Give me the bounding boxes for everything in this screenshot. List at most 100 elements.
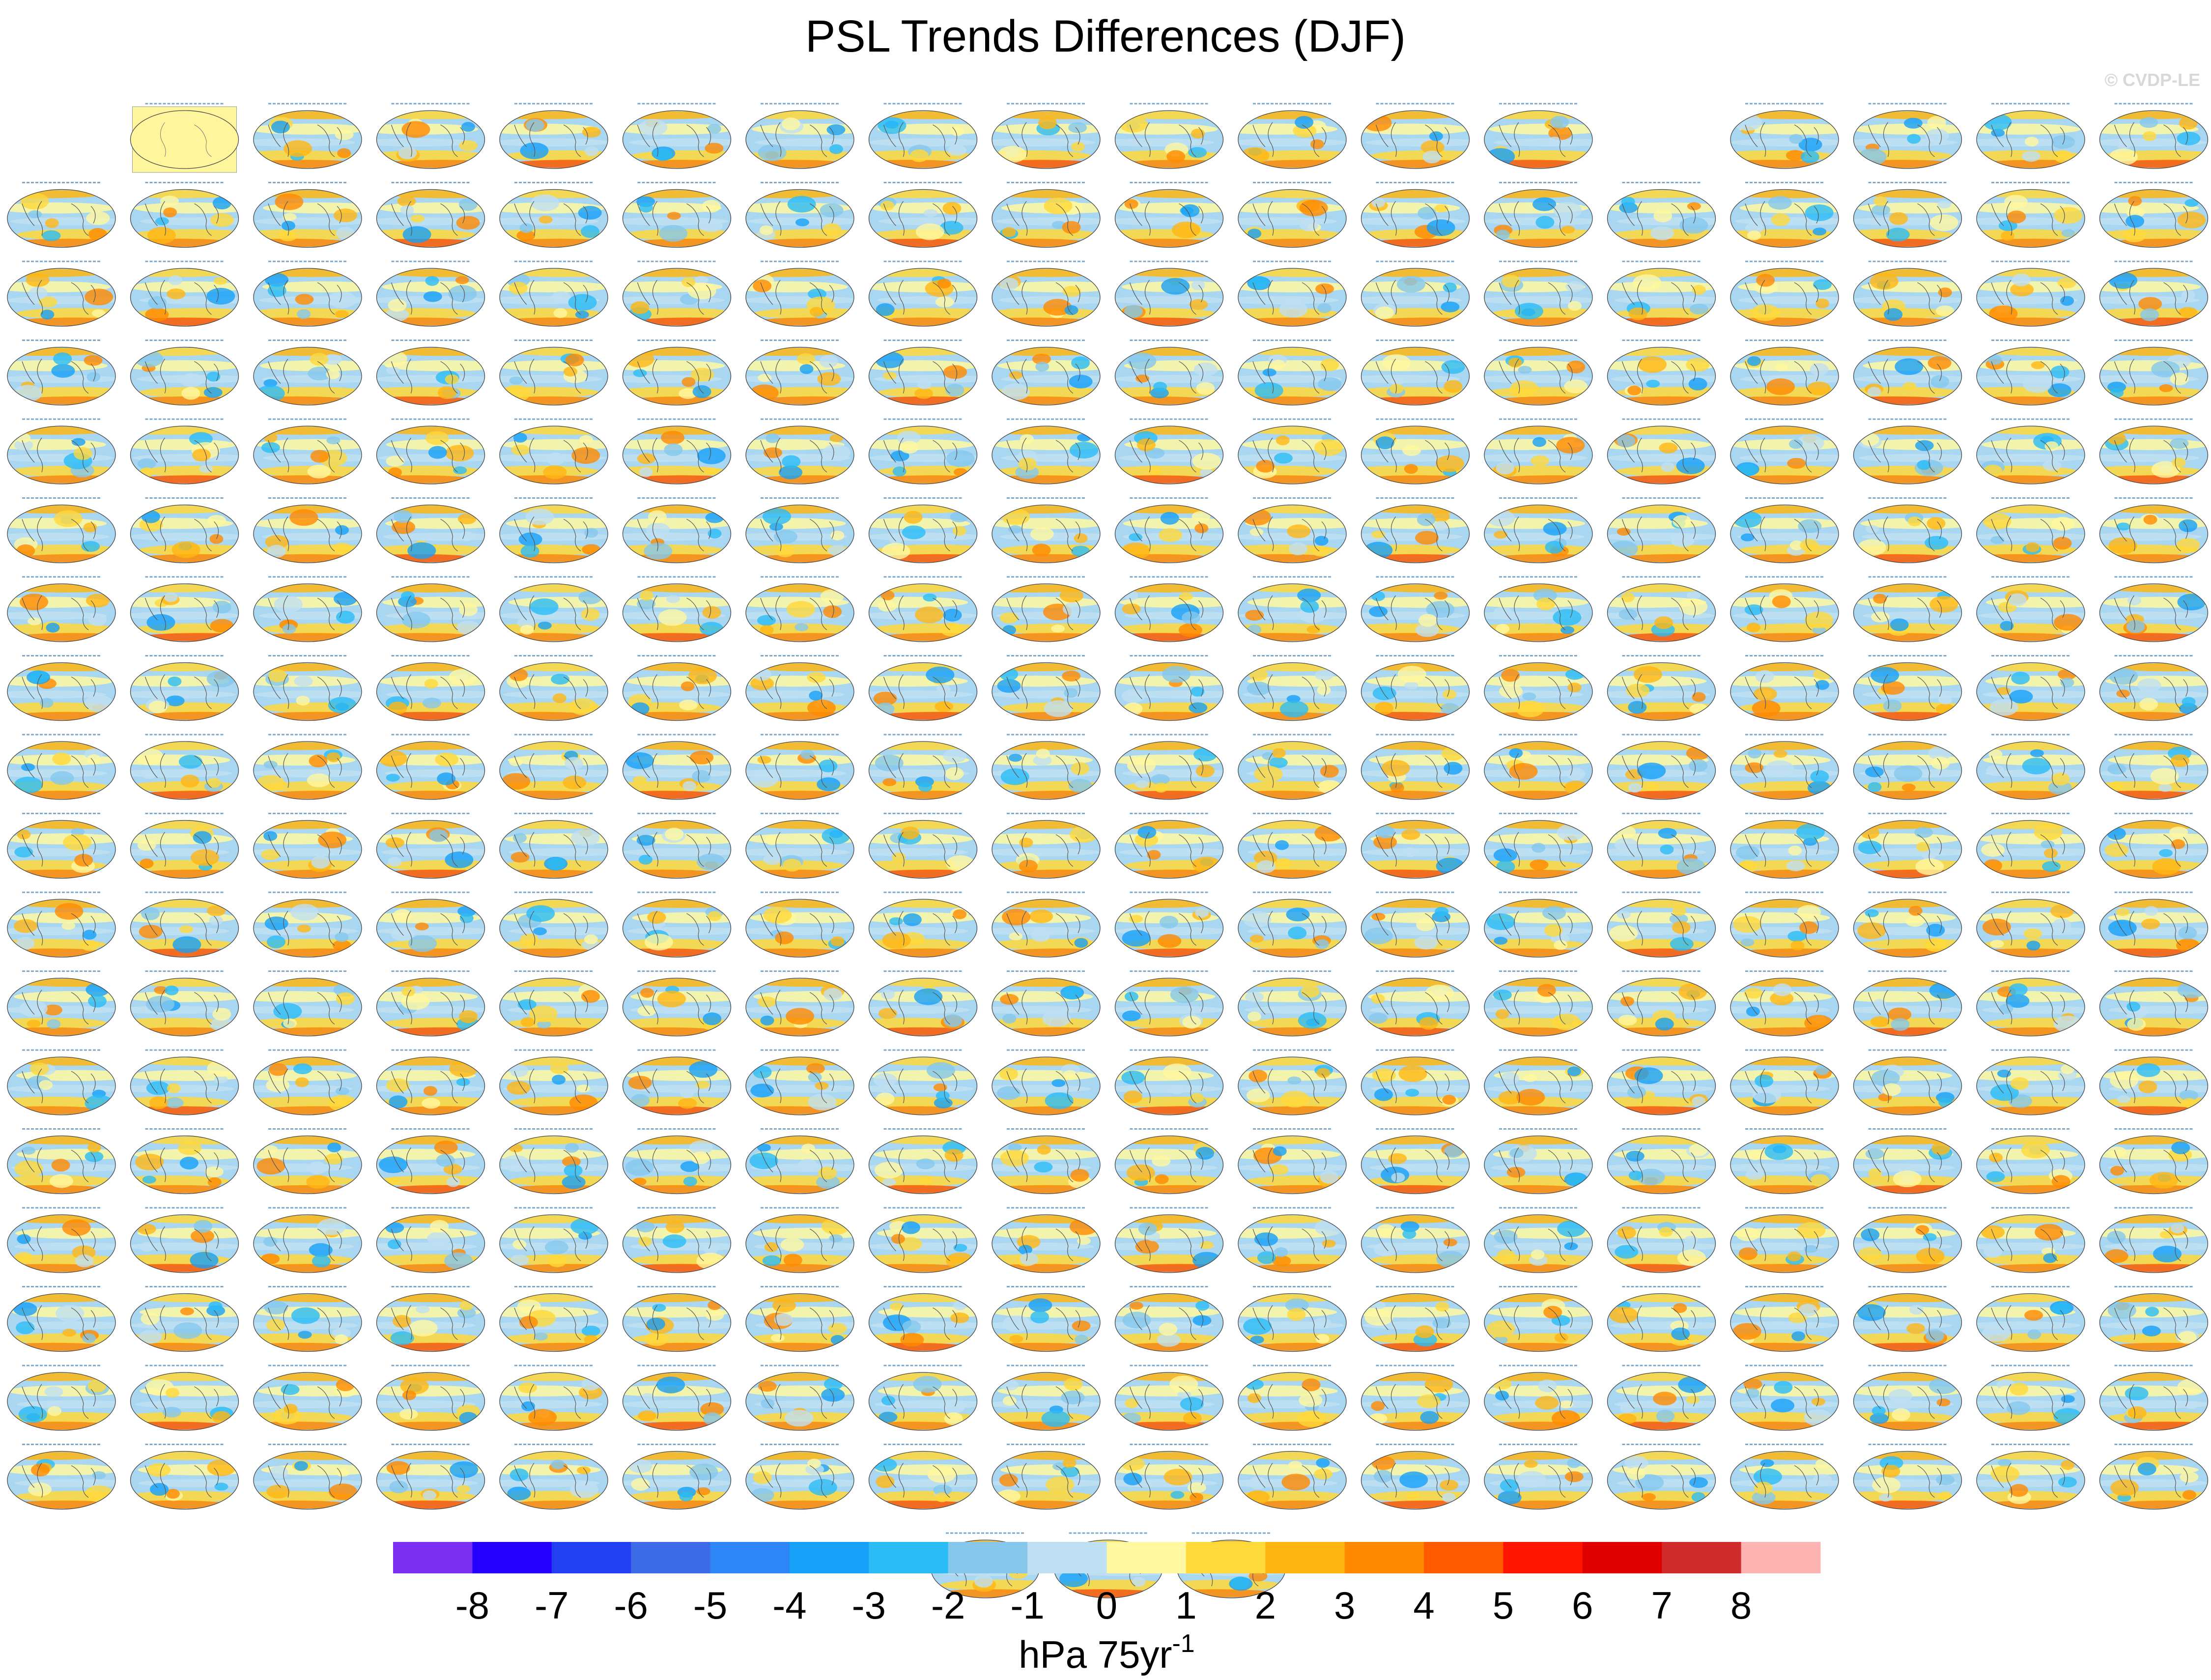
- map-panel: [992, 103, 1101, 169]
- map-panel: [376, 1207, 485, 1273]
- colorbar-tick-label: -8: [455, 1584, 489, 1627]
- map-panel: [1361, 970, 1470, 1037]
- map-panel: [868, 182, 978, 248]
- map-panel: [1730, 1444, 1839, 1510]
- map-panel: [253, 813, 362, 879]
- map-panel: [1853, 340, 1962, 406]
- colorbar-tick-label: -3: [852, 1584, 886, 1627]
- map-panel: [1607, 1286, 1716, 1352]
- map-panel: [1484, 418, 1593, 484]
- map-panel: [1238, 891, 1347, 958]
- map-panel: [2099, 1207, 2209, 1273]
- map-panel: [1114, 340, 1224, 406]
- map-panel: [1853, 576, 1962, 642]
- map-panel: [2099, 182, 2209, 248]
- map-panel: [1730, 497, 1839, 564]
- map-panel: [1238, 340, 1347, 406]
- map-panel: [868, 1444, 978, 1510]
- map-panel: [130, 1286, 239, 1352]
- map-panel: [992, 734, 1101, 800]
- map-panel: [1853, 1207, 1962, 1273]
- map-panel: [868, 891, 978, 958]
- map-panel: [2099, 734, 2209, 800]
- map-panel: [1976, 103, 2085, 169]
- colorbar-swatch: [472, 1542, 552, 1573]
- map-panel: [1976, 970, 2085, 1037]
- map-panel: [622, 734, 732, 800]
- colorbar-tick-label: 3: [1334, 1584, 1355, 1627]
- colorbar-swatch: [1662, 1542, 1742, 1573]
- map-panel: [1607, 813, 1716, 879]
- map-panel: [1853, 655, 1962, 721]
- map-panel: [992, 891, 1101, 958]
- map-panel: [1730, 340, 1839, 406]
- map-panel: [1238, 1365, 1347, 1431]
- map-panel: [1976, 1286, 2085, 1352]
- map-panel: [622, 340, 732, 406]
- map-panel: [499, 734, 608, 800]
- map-panel: [1484, 576, 1593, 642]
- map-panel: [1361, 1128, 1470, 1195]
- map-panel: [1361, 813, 1470, 879]
- map-panel: [499, 1365, 608, 1431]
- map-panel: [2099, 655, 2209, 721]
- map-panel: [1976, 1444, 2085, 1510]
- map-panel: [1607, 1365, 1716, 1431]
- colorbar-tick-label: -7: [535, 1584, 568, 1627]
- map-panel: [1607, 891, 1716, 958]
- map-panel: [1484, 103, 1593, 169]
- map-panel: [1361, 734, 1470, 800]
- map-panel: [868, 1286, 978, 1352]
- colorbar-swatch: [1027, 1542, 1107, 1573]
- colorbar-tick-label: -2: [931, 1584, 965, 1627]
- map-panel: [1238, 103, 1347, 169]
- map-panel: [622, 1049, 732, 1115]
- map-panel: [1607, 418, 1716, 484]
- map-panel: [992, 970, 1101, 1037]
- map-panel: [1853, 1365, 1962, 1431]
- map-panel: [1730, 418, 1839, 484]
- colorbar-swatch: [1265, 1542, 1345, 1573]
- colorbar-tick-label: -6: [614, 1584, 648, 1627]
- colorbar-swatch: [1186, 1542, 1266, 1573]
- colorbar-swatch: [551, 1542, 631, 1573]
- colorbar-swatch: [1582, 1542, 1662, 1573]
- map-panel: [1238, 260, 1347, 327]
- map-panel: [1114, 182, 1224, 248]
- map-panel: [7, 1365, 116, 1431]
- map-panel: [253, 182, 362, 248]
- colorbar-swatch: [1741, 1542, 1821, 1573]
- map-panel: [1484, 734, 1593, 800]
- colorbar-swatch: [1106, 1542, 1187, 1573]
- map-panel: [868, 418, 978, 484]
- map-panel: [1607, 497, 1716, 564]
- colorbar-tick-label: 5: [1493, 1584, 1514, 1627]
- map-panel: [376, 813, 485, 879]
- map-panel: [1361, 418, 1470, 484]
- map-panel: [868, 970, 978, 1037]
- colorbar-swatch: [1344, 1542, 1424, 1573]
- map-panel: [1976, 1365, 2085, 1431]
- map-panel: [992, 1049, 1101, 1115]
- map-panel: [7, 1049, 116, 1115]
- map-panel: [992, 418, 1101, 484]
- map-panel: [7, 734, 116, 800]
- map-panel: [130, 1207, 239, 1273]
- colorbar-swatch: [631, 1542, 711, 1573]
- map-panel: [1730, 734, 1839, 800]
- colorbar-tick-label: 4: [1413, 1584, 1434, 1627]
- map-panel: [1853, 497, 1962, 564]
- map-panel: [253, 655, 362, 721]
- map-panel: [1484, 497, 1593, 564]
- map-panel: [1361, 260, 1470, 327]
- map-panel: [1853, 260, 1962, 327]
- map-panel: [2099, 340, 2209, 406]
- map-panel: [868, 813, 978, 879]
- map-panel: [1361, 340, 1470, 406]
- map-panel: [499, 1444, 608, 1510]
- map-panel: [1484, 1207, 1593, 1273]
- map-panel: [622, 1128, 732, 1195]
- map-panel: [7, 418, 116, 484]
- map-panel: [1114, 1365, 1224, 1431]
- map-panel: [2099, 1286, 2209, 1352]
